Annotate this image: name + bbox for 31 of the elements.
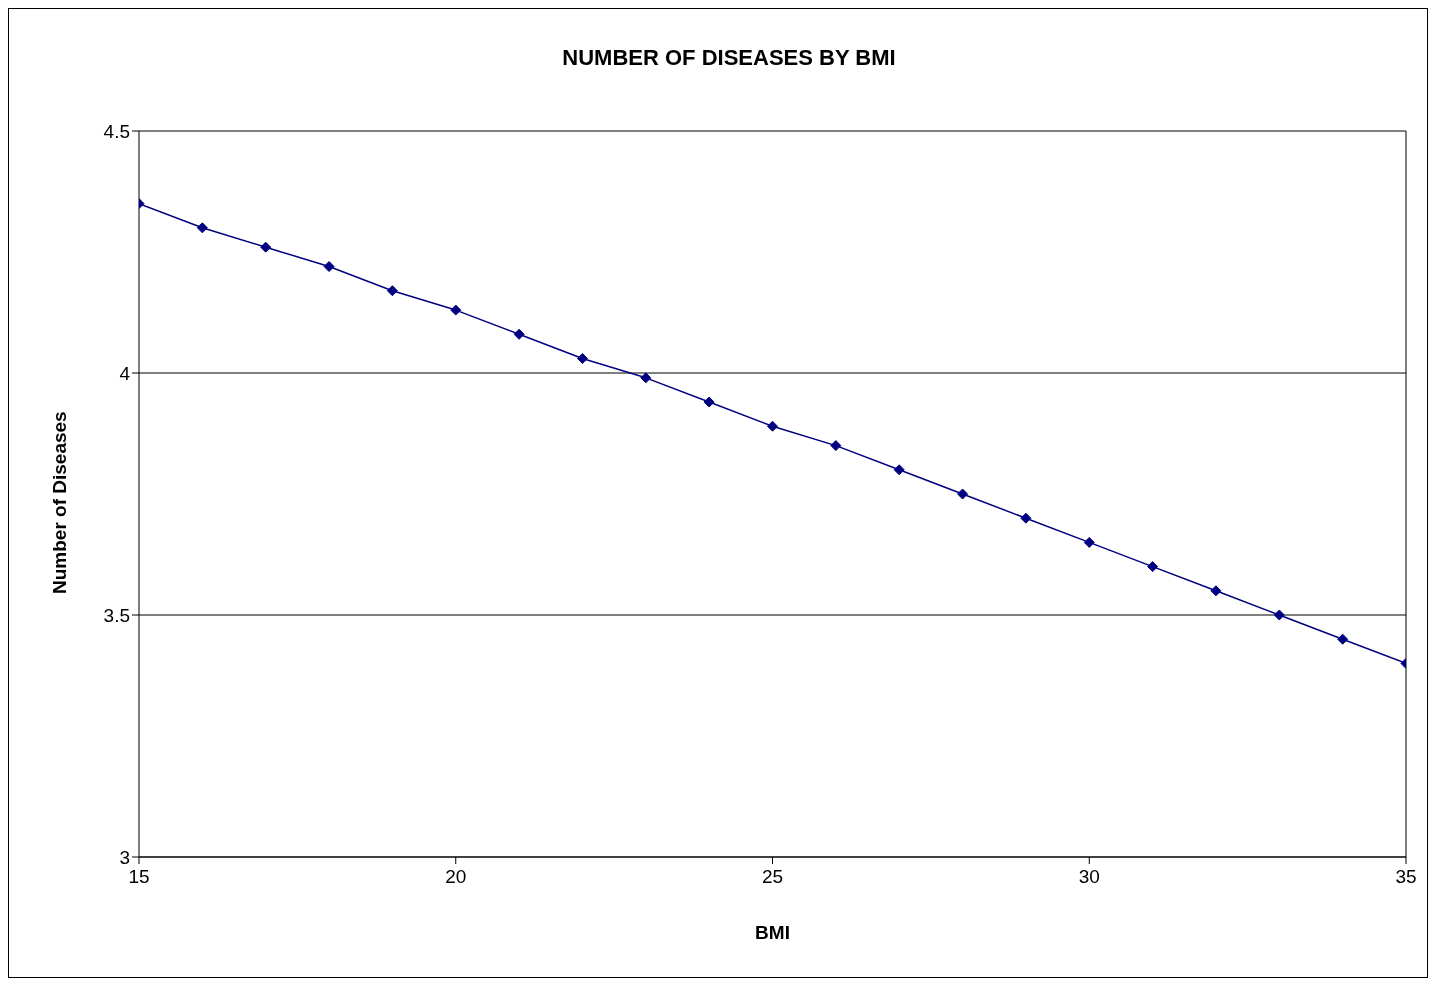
chart-title: NUMBER OF DISEASES BY BMI [561,45,897,71]
y-tick-label: 4.5 [103,120,130,142]
point [957,488,969,500]
point [576,352,588,364]
point [1337,633,1349,645]
point [1020,512,1032,524]
point [893,464,905,476]
point [1147,561,1159,573]
point [196,222,208,234]
point [513,328,525,340]
y-axis-title: Number of Diseases [48,411,70,594]
point [323,261,335,273]
x-axis-title: BMI [755,922,790,943]
point [830,440,842,452]
x-tick-label: 30 [1078,866,1100,888]
x-tick-label: 25 [761,866,784,888]
y-tick-label: 3.5 [103,604,130,626]
point [640,372,652,384]
point [1083,536,1095,548]
point [260,241,272,253]
point [1273,609,1285,621]
x-tick-label: 15 [128,866,150,888]
x-tick-label: 20 [445,866,467,888]
x-tick-label: 35 [1395,866,1417,888]
point [386,285,398,297]
point [450,304,462,316]
y-tick-label: 4 [119,362,131,384]
point [1210,585,1222,597]
point [767,420,778,432]
point [703,396,715,408]
y-tick-label: 3 [119,846,130,868]
